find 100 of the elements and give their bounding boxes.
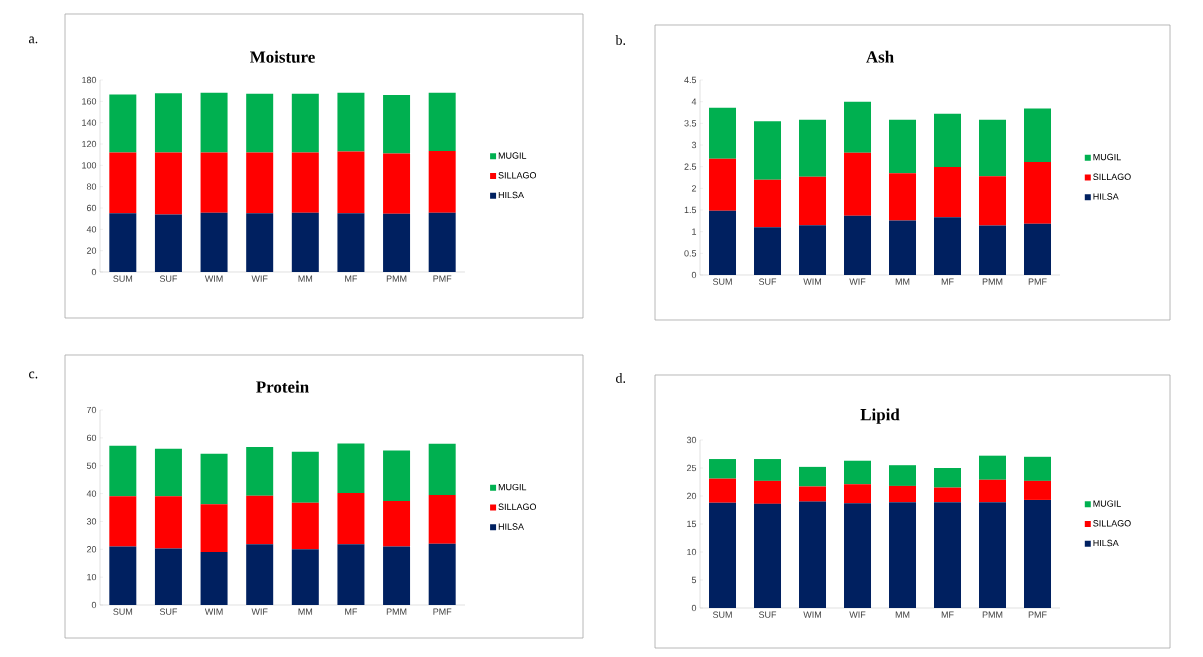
- x-tick-label: PMM: [386, 608, 407, 615]
- bar: [754, 480, 782, 504]
- y-tick-label: 15: [687, 520, 697, 528]
- y-tick-label: 3.5: [684, 120, 697, 127]
- bar: [109, 445, 137, 497]
- x-tick-label: SUM: [113, 608, 133, 615]
- legend-label: HILSA: [1093, 193, 1119, 200]
- text: b.: [615, 35, 626, 45]
- bar: [337, 213, 365, 272]
- y-tick-label: 20: [86, 247, 97, 254]
- y-tick-label: 10: [87, 573, 97, 581]
- bar: [200, 504, 228, 553]
- bar: [979, 502, 1006, 608]
- bar: [428, 494, 456, 544]
- bar: [383, 546, 411, 605]
- x-tick-label: PMF: [433, 275, 452, 282]
- bar: [1024, 161, 1051, 224]
- y-tick-label: 70: [86, 406, 97, 414]
- bar: [754, 121, 782, 180]
- x-tick-label: MF: [941, 611, 954, 618]
- legend-label: HILSA: [498, 191, 524, 199]
- bar: [291, 152, 319, 213]
- text: d.: [616, 373, 626, 383]
- y-tick-label: 60: [86, 434, 97, 442]
- x-tick-label: SUM: [712, 611, 732, 618]
- x-tick-label: PMF: [433, 608, 452, 615]
- x-tick-label: SUF: [159, 275, 178, 282]
- x-tick-label: WIM: [204, 608, 223, 615]
- bar: [200, 152, 228, 213]
- y-tick-label: 4.5: [684, 76, 697, 84]
- bar: [337, 443, 365, 494]
- chart-title: Ash: [866, 50, 894, 63]
- bar: [383, 450, 411, 502]
- y-tick-label: 1: [692, 228, 697, 235]
- legend-label: MUGIL: [1093, 500, 1121, 507]
- bar: [246, 544, 274, 605]
- bar: [799, 176, 827, 226]
- y-tick-label: 80: [86, 183, 97, 190]
- y-tick-label: 0: [691, 271, 697, 279]
- bar: [889, 220, 917, 275]
- bar: [799, 501, 827, 608]
- chart-title: Moisture: [250, 50, 315, 63]
- legend-label: MUGIL: [498, 152, 527, 159]
- y-tick-label: 2.5: [684, 163, 697, 170]
- bar: [109, 152, 137, 214]
- bar: [844, 460, 872, 485]
- bar: [934, 468, 961, 488]
- bar: [799, 466, 827, 487]
- x-tick-label: SUF: [758, 611, 777, 618]
- bar: [1024, 480, 1051, 500]
- y-tick-label: 180: [82, 76, 97, 84]
- legend-label: HILSA: [498, 523, 524, 530]
- bar: [1024, 499, 1051, 608]
- y-tick-label: 30: [86, 518, 97, 525]
- bar: [428, 543, 456, 605]
- bar: [889, 485, 917, 503]
- bar: [1024, 456, 1051, 481]
- text: a.: [29, 36, 38, 44]
- x-tick-label: MF: [345, 275, 358, 282]
- y-tick-label: 60: [86, 204, 97, 212]
- bar: [844, 484, 872, 504]
- x-tick-label: MM: [895, 278, 910, 285]
- bar: [337, 151, 365, 214]
- bar: [709, 478, 737, 503]
- y-tick-label: 3: [691, 141, 697, 149]
- x-tick-label: SUM: [113, 275, 133, 282]
- bar: [799, 225, 827, 275]
- bar: [979, 176, 1006, 226]
- y-tick-label: 2: [691, 185, 697, 192]
- bar: [154, 548, 182, 605]
- bar: [844, 503, 872, 608]
- bar: [291, 549, 319, 605]
- bar: [109, 546, 137, 605]
- bar: [154, 496, 182, 549]
- bar: [799, 119, 827, 177]
- bar: [934, 167, 961, 218]
- bar: [200, 92, 228, 153]
- x-tick-label: MM: [895, 611, 910, 618]
- bar: [383, 213, 411, 272]
- legend-label: MUGIL: [1093, 153, 1121, 161]
- y-tick-label: 0: [691, 604, 697, 612]
- bar: [889, 465, 917, 486]
- bar: [337, 493, 365, 545]
- x-tick-label: SUF: [758, 278, 777, 285]
- chart-title: Protein: [256, 380, 309, 393]
- bar: [291, 212, 319, 272]
- x-tick-label: SUF: [159, 608, 178, 615]
- y-tick-label: 25: [686, 464, 697, 472]
- x-tick-label: WIF: [251, 608, 268, 615]
- legend-label: SILLAGO: [1093, 520, 1131, 527]
- bar: [709, 210, 737, 275]
- y-tick-label: 5: [691, 576, 697, 584]
- bar: [154, 448, 182, 497]
- bar: [154, 93, 182, 153]
- x-tick-label: PMF: [1028, 611, 1047, 618]
- bar: [979, 225, 1006, 275]
- bar: [246, 495, 274, 545]
- x-tick-label: WIF: [849, 611, 866, 618]
- bar: [428, 212, 456, 272]
- bar: [154, 214, 182, 272]
